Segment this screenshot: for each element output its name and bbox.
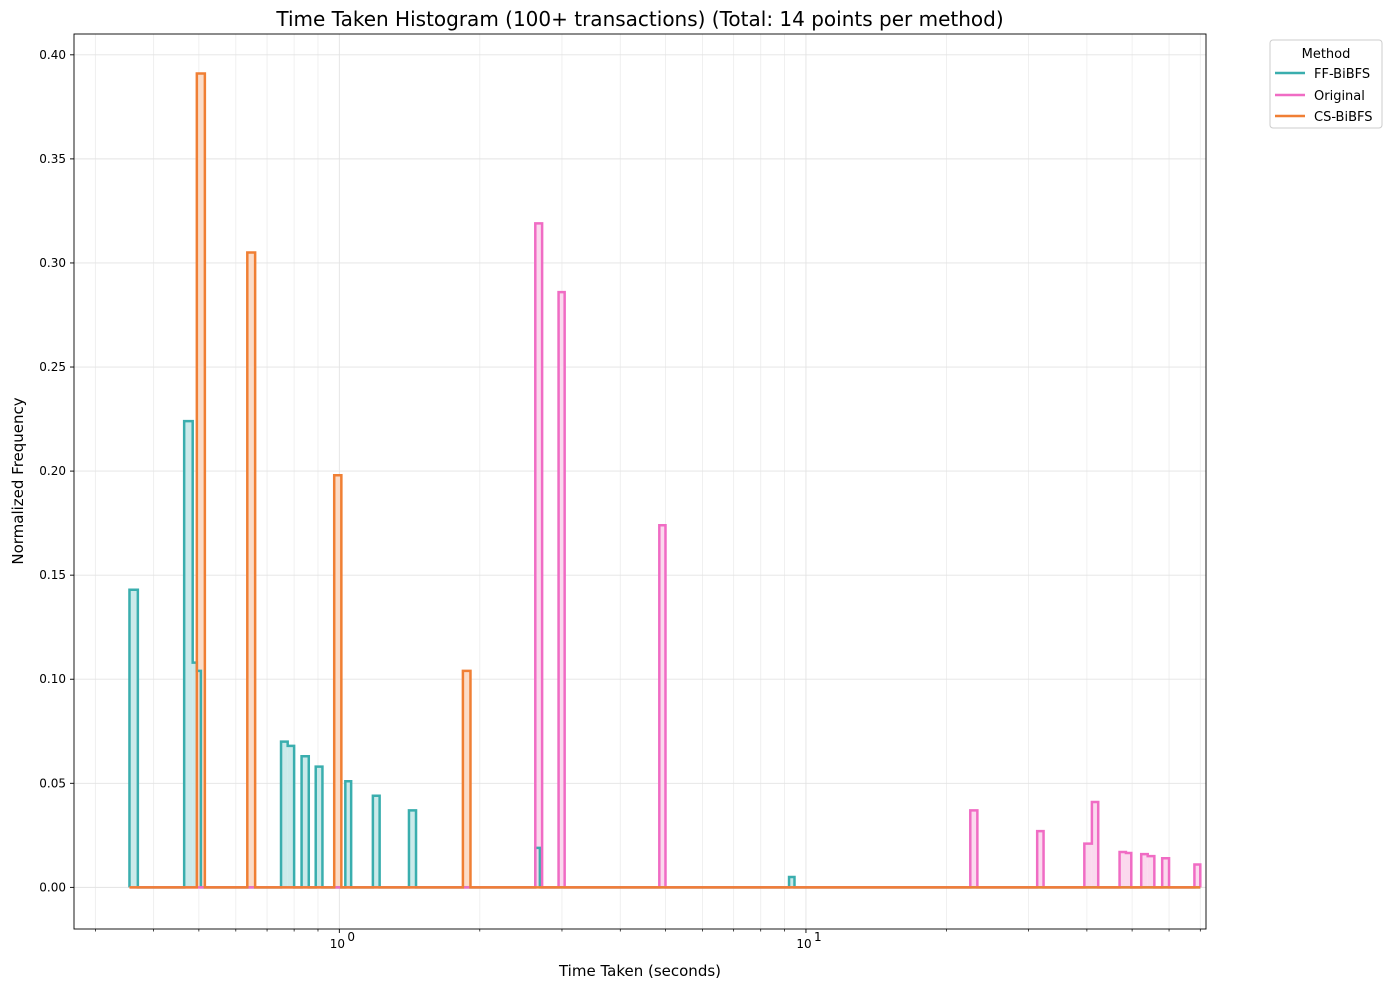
bar-original bbox=[1091, 802, 1099, 888]
bar-cs-bibfs bbox=[334, 475, 342, 888]
bar-cs-bibfs bbox=[247, 252, 256, 888]
bar-original bbox=[659, 525, 666, 888]
x-axis: 10 0 10 1 bbox=[95, 929, 1201, 951]
x-axis-label: Time Taken (seconds) bbox=[558, 962, 721, 980]
bar-original bbox=[1141, 854, 1148, 888]
step-line-cs-bibfs bbox=[129, 72, 1201, 889]
bar-original bbox=[1125, 853, 1132, 888]
chart-title: Time Taken Histogram (100+ transactions)… bbox=[275, 7, 1003, 31]
y-tick-label: 0.10 bbox=[39, 672, 66, 686]
bar-ff-bibfs bbox=[301, 756, 309, 888]
bar-cs-bibfs bbox=[196, 73, 205, 888]
x-tick-exponent: 0 bbox=[347, 930, 355, 944]
y-tick-label: 0.15 bbox=[39, 568, 66, 582]
bar-fills bbox=[129, 73, 1201, 888]
y-axis-label: Normalized Frequency bbox=[9, 397, 27, 564]
y-tick-label: 0.05 bbox=[39, 776, 66, 790]
bar-original bbox=[1084, 843, 1092, 888]
bar-ff-bibfs bbox=[372, 795, 380, 888]
x-tick-exponent: 1 bbox=[814, 930, 822, 944]
bar-original bbox=[1037, 831, 1044, 888]
legend-box bbox=[1269, 39, 1383, 129]
y-tick-label: 0.30 bbox=[39, 256, 66, 270]
bar-ff-bibfs bbox=[315, 766, 323, 888]
bar-ff-bibfs bbox=[345, 781, 352, 888]
legend: Method FF-BiBFS Original CS-BiBFS bbox=[1269, 39, 1383, 129]
y-tick-label: 0.40 bbox=[39, 48, 66, 62]
bar-original bbox=[970, 810, 978, 888]
y-tick-label: 0.00 bbox=[39, 880, 66, 894]
y-axis: 0.00 0.05 0.10 0.15 0.20 0.25 0.30 0.35 0.40 bbox=[39, 48, 74, 894]
step-lines bbox=[128, 72, 1202, 889]
y-tick-label: 0.35 bbox=[39, 152, 66, 166]
bar-original bbox=[1194, 864, 1201, 888]
legend-label-original: Original bbox=[1314, 89, 1365, 104]
bar-original bbox=[535, 223, 543, 888]
x-tick-label: 10 bbox=[330, 937, 345, 951]
bar-ff-bibfs bbox=[281, 741, 288, 888]
bar-original bbox=[1162, 858, 1170, 888]
bar-ff-bibfs bbox=[192, 662, 197, 888]
y-tick-label: 0.25 bbox=[39, 360, 66, 374]
bar-original bbox=[1119, 851, 1126, 888]
plot-frame bbox=[73, 33, 1207, 930]
legend-label-ff-bibfs: FF-BiBFS bbox=[1314, 67, 1370, 82]
bar-ff-bibfs bbox=[287, 745, 295, 888]
y-tick-label: 0.20 bbox=[39, 464, 66, 478]
bar-ff-bibfs bbox=[408, 810, 417, 888]
x-tick-label: 10 bbox=[796, 937, 811, 951]
bar-ff-bibfs bbox=[789, 876, 795, 888]
bar-cs-bibfs bbox=[462, 670, 471, 888]
bar-ff-bibfs bbox=[129, 589, 138, 888]
grid bbox=[74, 34, 1206, 929]
bar-ff-bibfs bbox=[184, 421, 193, 888]
bar-original bbox=[558, 292, 565, 888]
legend-title: Method bbox=[1302, 47, 1351, 62]
bar-original bbox=[1147, 856, 1155, 888]
legend-label-cs-bibfs: CS-BiBFS bbox=[1314, 110, 1373, 125]
